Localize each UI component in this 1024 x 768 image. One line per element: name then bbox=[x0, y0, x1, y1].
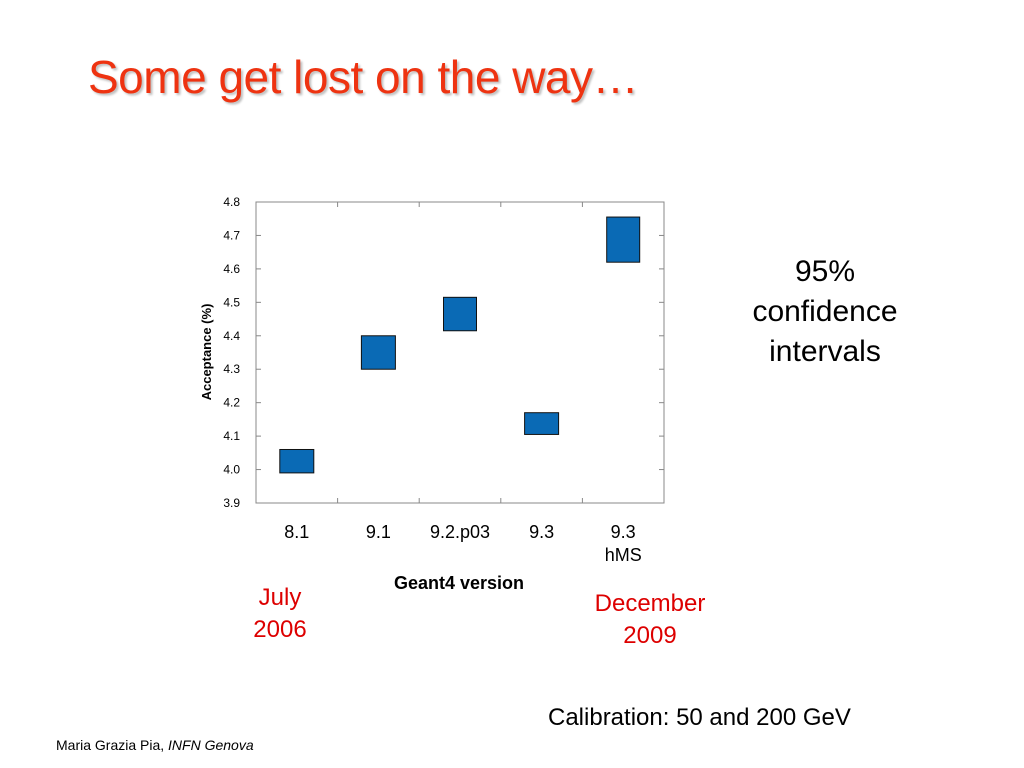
data-point-marker bbox=[360, 335, 396, 370]
x-tick-label: 9.1 bbox=[366, 522, 391, 542]
y-tick-label: 4.0 bbox=[223, 463, 240, 477]
y-tick-label: 4.4 bbox=[223, 329, 240, 343]
footer-author: Maria Grazia Pia, bbox=[56, 737, 165, 753]
plot-frame bbox=[255, 201, 665, 504]
y-tick-label: 4.6 bbox=[223, 262, 240, 276]
x-tick-label: 9.3 bbox=[529, 522, 554, 542]
x-tick-label: hMS bbox=[605, 545, 642, 565]
y-tick-label: 4.7 bbox=[223, 228, 240, 242]
y-tick-label: 4.5 bbox=[223, 295, 240, 309]
x-axis-ticks: 8.1 9.1 9.2.p03 9.3 9.3 hMS bbox=[284, 202, 642, 565]
y-tick-label: 4.3 bbox=[223, 362, 240, 376]
footer: Maria Grazia Pia, INFN Genova bbox=[56, 737, 254, 753]
x-tick-label: 8.1 bbox=[284, 522, 309, 542]
data-point-marker bbox=[443, 296, 477, 332]
end-date: December 2009 bbox=[570, 588, 730, 652]
start-date-month: July bbox=[258, 584, 302, 611]
y-tick-label: 4.1 bbox=[223, 429, 240, 443]
confidence-note: 95% confidence intervals bbox=[730, 252, 920, 372]
y-axis-ticks: 3.9 4.0 4.1 4.2 4.3 4.4 4.5 4.6 4.7 4.8 bbox=[223, 195, 664, 510]
y-tick-label: 4.8 bbox=[223, 195, 240, 209]
start-date: July 2006 bbox=[230, 582, 330, 646]
data-point-marker bbox=[606, 216, 641, 263]
end-date-month: December bbox=[594, 590, 706, 617]
y-tick-label: 3.9 bbox=[223, 496, 240, 510]
y-axis-label: Acceptance (%) bbox=[199, 304, 214, 401]
calibration-note: Calibration: 50 and 200 GeV bbox=[548, 704, 851, 731]
slide-title: Some get lost on the way… bbox=[88, 51, 639, 103]
data-point-marker bbox=[524, 412, 560, 435]
start-date-year: 2006 bbox=[253, 616, 307, 643]
x-tick-label: 9.2.p03 bbox=[430, 522, 490, 542]
confidence-note-line-3: intervals bbox=[769, 335, 881, 368]
data-point-marker bbox=[279, 448, 315, 474]
confidence-note-line-1: 95% bbox=[794, 255, 856, 288]
x-axis-label: Geant4 version bbox=[394, 573, 524, 593]
data-markers bbox=[279, 216, 641, 474]
x-tick-label: 9.3 bbox=[611, 522, 636, 542]
y-tick-label: 4.2 bbox=[223, 396, 240, 410]
footer-affiliation: INFN Genova bbox=[168, 737, 254, 753]
confidence-note-line-2: confidence bbox=[752, 295, 898, 328]
end-date-year: 2009 bbox=[623, 622, 677, 649]
